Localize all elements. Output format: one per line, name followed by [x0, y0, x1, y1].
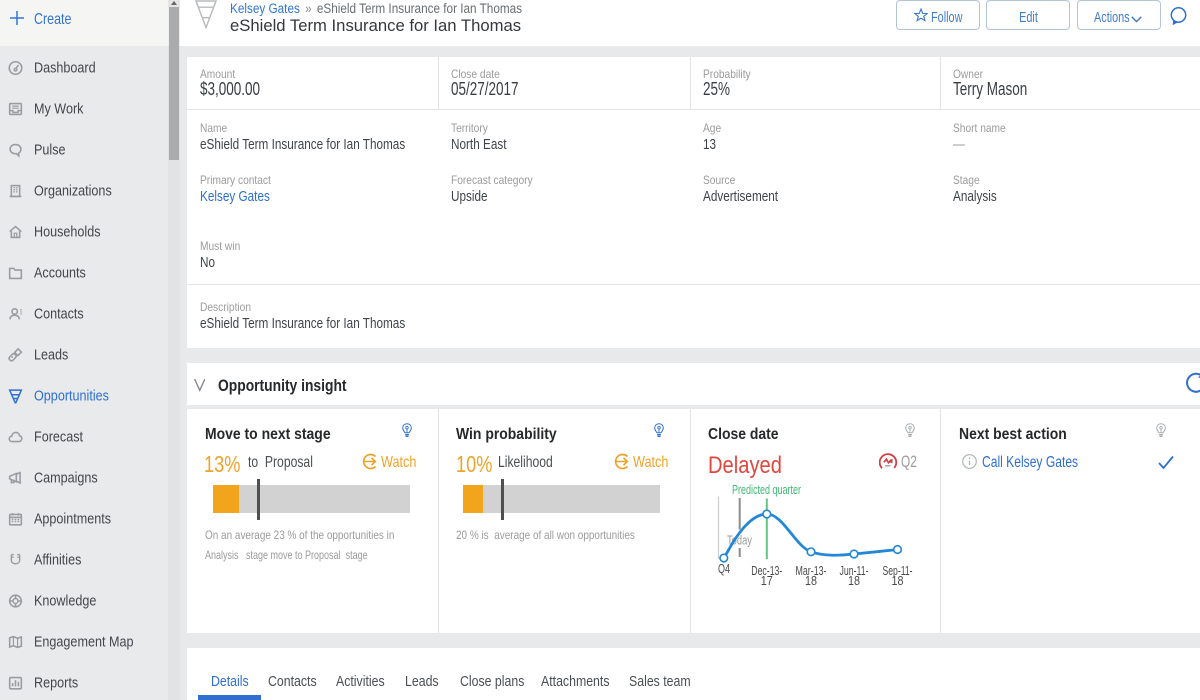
svg-text:Q4: Q4 — [718, 562, 730, 576]
svg-text:Dec-13-: Dec-13- — [751, 564, 782, 578]
svg-text:Predicted quarter: Predicted quarter — [732, 483, 801, 497]
svg-text:17: 17 — [761, 574, 773, 588]
svg-text:18: 18 — [805, 574, 817, 588]
svg-text:18: 18 — [892, 574, 904, 588]
svg-text:Mar-13-: Mar-13- — [796, 564, 827, 578]
svg-text:Sep-11-: Sep-11- — [883, 564, 913, 578]
svg-text:Jun-11-: Jun-11- — [840, 564, 869, 578]
svg-text:18: 18 — [848, 574, 860, 588]
